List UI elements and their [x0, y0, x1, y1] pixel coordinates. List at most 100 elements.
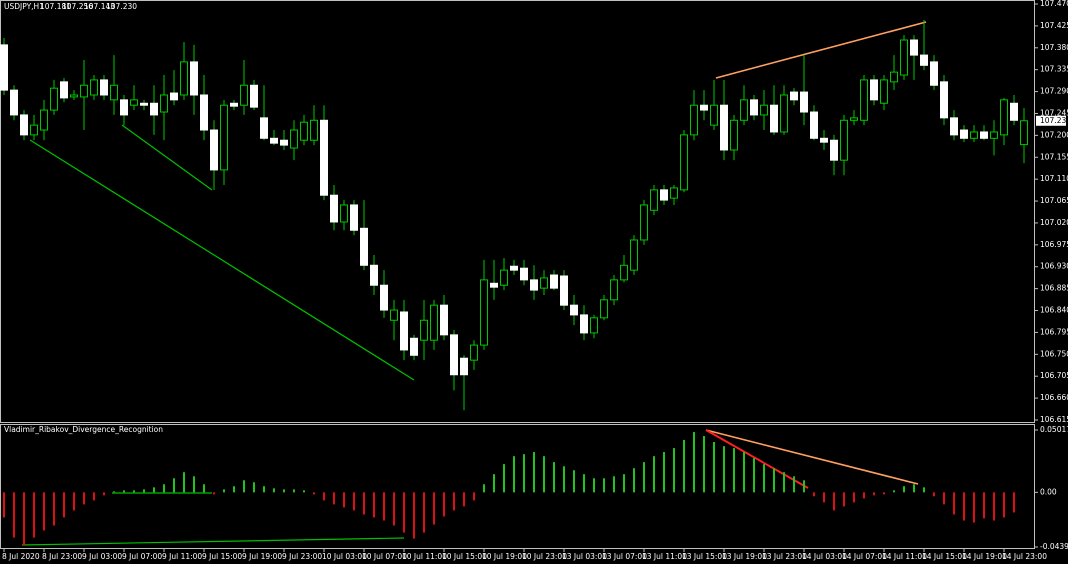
histogram-bar [43, 492, 45, 531]
candle-body [370, 264, 378, 286]
x-tick-label: 9 Jul 07:00 [122, 552, 162, 561]
last-low: 107.143 [84, 2, 115, 11]
candle-body [870, 79, 878, 101]
candle-body [240, 84, 248, 106]
histogram-bar [143, 489, 145, 493]
histogram-bar [323, 492, 325, 501]
candle-body [470, 344, 478, 361]
candle-body [50, 87, 58, 111]
candle-body [890, 71, 898, 83]
histogram-bar [783, 472, 785, 493]
histogram-bar [63, 492, 65, 518]
histogram-bar [363, 492, 365, 515]
last-open: 107.181 [40, 2, 71, 11]
histogram-bar [543, 456, 545, 493]
histogram-bar [113, 491, 115, 493]
histogram-bar [753, 458, 755, 493]
candle-body [800, 91, 808, 113]
candle-body [210, 129, 218, 171]
histogram-bar [53, 492, 55, 526]
candle-body [850, 117, 858, 121]
histogram-bar [933, 492, 935, 497]
candle-body [180, 61, 188, 96]
candle-body [340, 204, 348, 223]
candle-body [200, 94, 208, 131]
candle-body [570, 304, 578, 316]
histogram-bar [73, 492, 75, 511]
candle-body [790, 91, 798, 101]
histogram-bar [833, 492, 835, 511]
y2-tick-label: -0.043993 [1040, 542, 1068, 551]
histogram-bar [983, 492, 985, 519]
candle-body [360, 227, 368, 266]
candle-body [110, 84, 118, 101]
histogram-bar [353, 492, 355, 511]
x-tick-label: 14 Jul 07:00 [842, 552, 887, 561]
y-tick-label: 106.615 [1040, 415, 1068, 424]
histogram-bar [123, 490, 125, 493]
candle-body [380, 284, 388, 311]
candle-body [900, 39, 908, 76]
candle-body [730, 119, 738, 151]
histogram-bar [213, 492, 215, 495]
candle-body [0, 44, 8, 91]
y-tick-label: 106.705 [1040, 371, 1068, 380]
candle-body [190, 61, 198, 96]
divergence-line [21, 537, 405, 546]
y-tick-label: 107.380 [1040, 43, 1068, 52]
histogram-bar [633, 468, 635, 493]
current-price-label: 107.230 [1040, 116, 1068, 125]
histogram-bar [993, 492, 995, 521]
histogram-bar [513, 456, 515, 493]
histogram-bar [163, 484, 165, 493]
candle-body [260, 117, 268, 139]
histogram-bar [873, 492, 875, 496]
histogram-bar [723, 446, 725, 493]
candle-body [100, 79, 108, 96]
histogram-bar [293, 489, 295, 493]
y-tick-label: 106.930 [1040, 262, 1068, 271]
candle-body [720, 104, 728, 151]
histogram-bar [743, 452, 745, 493]
histogram-bar [533, 452, 535, 493]
histogram-bar [423, 492, 425, 533]
candle-body [390, 309, 398, 321]
candle-body [250, 84, 258, 108]
x-tick-label: 14 Jul 23:00 [1002, 552, 1047, 561]
candle-body [550, 274, 558, 289]
x-tick-label: 8 Jul 23:00 [42, 552, 82, 561]
candle-body [780, 94, 788, 133]
histogram-bar [483, 484, 485, 493]
histogram-bar [963, 492, 965, 521]
histogram-bar [803, 480, 805, 493]
candle-body [620, 264, 628, 281]
candle-body [860, 79, 868, 121]
histogram-bar [173, 478, 175, 493]
histogram-bar [823, 492, 825, 503]
x-tick-label: 9 Jul 03:00 [82, 552, 122, 561]
histogram-bar [413, 492, 415, 539]
candle-body [680, 134, 688, 191]
candle-body [400, 311, 408, 351]
x-tick-label: 8 Jul 2020 [2, 552, 40, 561]
candle-body [820, 137, 828, 143]
x-tick-label: 10 Jul 23:00 [522, 552, 567, 561]
frames [0, 0, 1035, 549]
x-tick-label: 14 Jul 11:00 [882, 552, 927, 561]
histogram-bar [733, 448, 735, 493]
y-tick-label: 106.660 [1040, 393, 1068, 402]
histogram-bar [193, 476, 195, 493]
x-tick-label: 10 Jul 19:00 [482, 552, 527, 561]
histogram-bar [383, 492, 385, 521]
candle-body [690, 104, 698, 136]
y2-tick-label: 0.050172 [1040, 425, 1068, 434]
histogram-bar [233, 486, 235, 493]
divergence-line [121, 124, 213, 191]
y-tick-label: 107.290 [1040, 87, 1068, 96]
candle-body [410, 337, 418, 356]
histogram-bar [613, 476, 615, 493]
candle-body [660, 189, 668, 201]
candle-body [1010, 102, 1018, 121]
candle-body [330, 194, 338, 223]
last-high: 107.256 [62, 2, 93, 11]
